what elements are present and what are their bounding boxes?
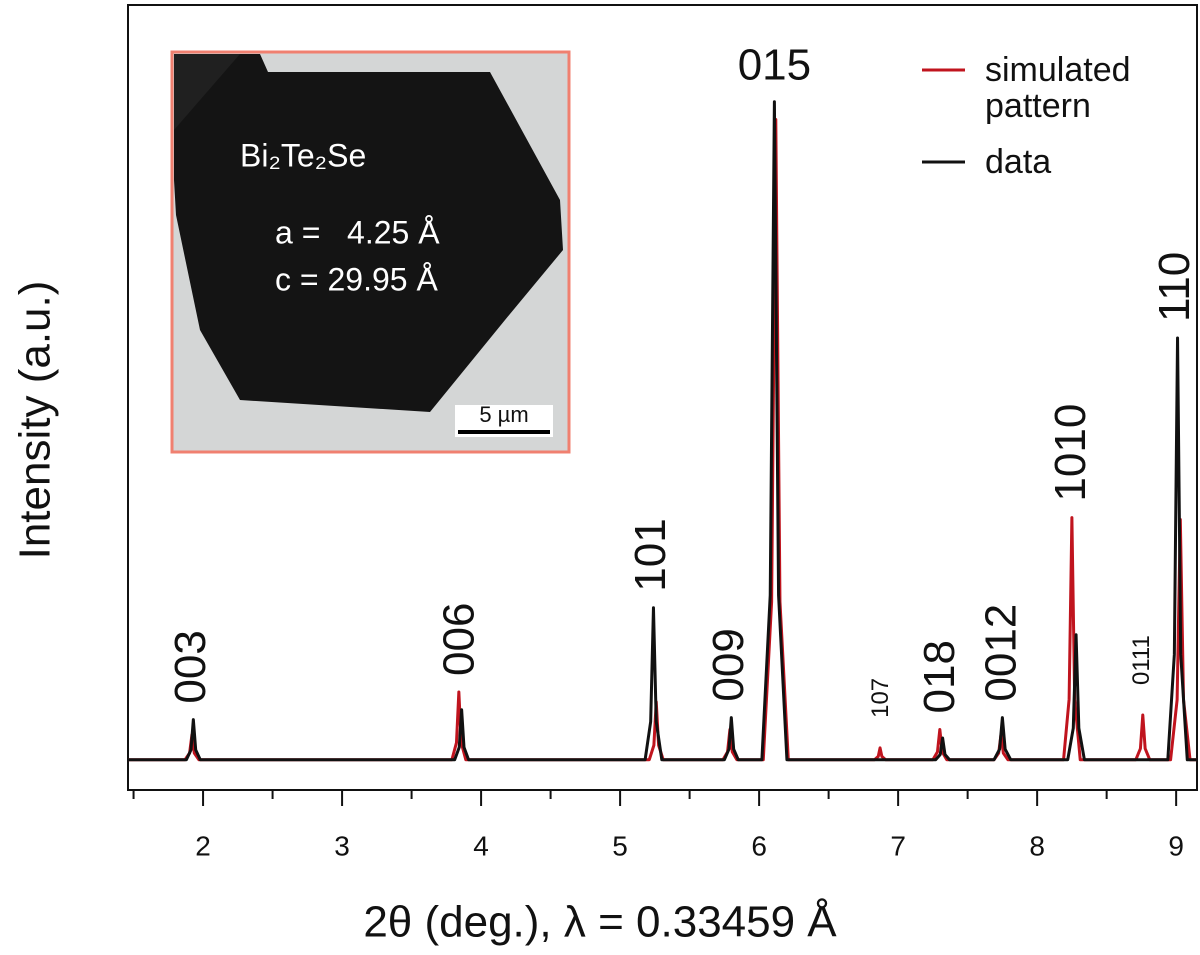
peak-label: 009	[704, 628, 753, 701]
x-tick-label: 4	[473, 830, 489, 861]
x-tick-label: 5	[612, 830, 628, 861]
crystal-edge	[174, 54, 240, 130]
peak-label: 107	[867, 678, 894, 718]
crystal	[174, 54, 563, 412]
legend-label: data	[985, 143, 1052, 181]
peak-label: 018	[915, 640, 964, 713]
plot-frame	[127, 4, 1198, 791]
peak-label: 0012	[976, 604, 1025, 702]
x-tick-label: 2	[195, 830, 211, 861]
series-line	[128, 117, 1197, 762]
x-tick-label: 9	[1168, 830, 1184, 861]
series-line	[128, 100, 1197, 762]
peak-label: 110	[1150, 252, 1199, 322]
peak-label: 006	[434, 603, 483, 676]
peak-label: 015	[738, 40, 811, 89]
inset: 5 µm Bi₂Te₂Se a = 4.25 Å c = 29.95 Å	[170, 50, 571, 454]
x-tick-label: 7	[890, 830, 906, 861]
peak-label: 0111	[1128, 635, 1155, 685]
x-tick-label: 8	[1029, 830, 1045, 861]
inset-a: a = 4.25 Å	[275, 214, 440, 250]
peak-label: 1010	[1046, 404, 1095, 502]
peak-label: 003	[166, 630, 215, 703]
x-tick-label: 6	[751, 830, 767, 861]
inset-formula: Bi₂Te₂Se	[240, 137, 366, 173]
legend-label: simulated pattern	[985, 51, 1131, 125]
peak-label: 101	[626, 518, 675, 591]
y-axis-title: Intensity (a.u.)	[11, 281, 60, 560]
x-tick-label: 3	[334, 830, 350, 861]
inset-c: c = 29.95 Å	[275, 261, 438, 297]
scale-label: 5 µm	[479, 402, 528, 427]
x-axis-title: 2θ (deg.), λ = 0.33459 Å	[363, 898, 837, 947]
